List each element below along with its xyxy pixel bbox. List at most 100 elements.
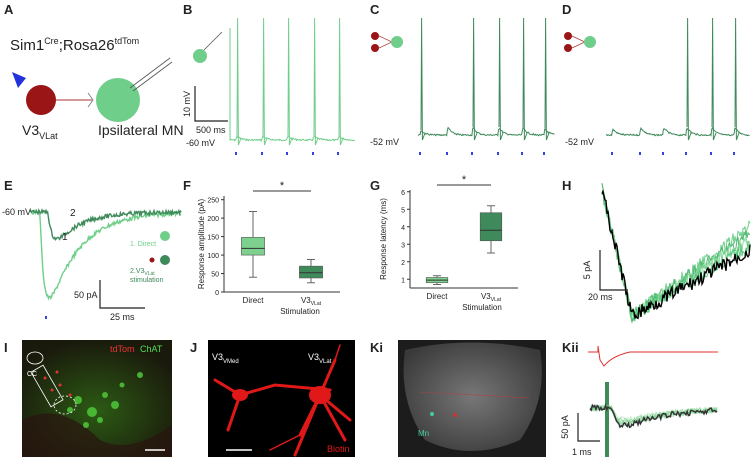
cell-text: V3 [212, 352, 223, 362]
scale-label: 5 pA [582, 261, 592, 280]
panel-letter: Kii [562, 340, 579, 355]
target-label: Ipsilateral MN [98, 122, 184, 138]
y-tick-label: 1 [401, 277, 405, 284]
region-label: CC [27, 371, 37, 378]
genotype-sup: Cre [44, 36, 59, 46]
micrograph-region [22, 413, 172, 457]
scale-label: 25 ms [110, 312, 135, 322]
box [299, 265, 323, 279]
category-sub: VLat [311, 301, 322, 307]
spike [420, 17, 426, 141]
spike [498, 17, 504, 141]
stim-marker [471, 152, 473, 155]
x-axis-label: Stimulation [280, 307, 320, 316]
stim-trace [588, 345, 718, 367]
stim-site [453, 413, 457, 417]
spike [472, 17, 478, 141]
spike [313, 17, 319, 146]
legend-item: 1. Direct [130, 241, 156, 248]
y-axis-label: Response latency (ms) [379, 198, 388, 280]
x-tick-label: V3VLat [301, 296, 322, 307]
stain-label: Biotin [327, 444, 350, 454]
spike [734, 17, 740, 141]
y-tick-label: 5 [401, 207, 405, 214]
stim-marker [286, 152, 288, 155]
soma [309, 386, 331, 404]
panel-letter: A [4, 2, 14, 17]
scale-bar [194, 86, 228, 122]
stim-marker [733, 152, 735, 155]
soma [232, 389, 248, 401]
significance: * [280, 180, 285, 192]
y-tick-label: 6 [401, 190, 405, 197]
v3-neuron [26, 85, 56, 115]
y-tick-label: 200 [207, 216, 219, 223]
spike [686, 17, 692, 141]
scale-label: 1 ms [572, 447, 592, 457]
panel-letter: E [4, 178, 13, 193]
trace [229, 135, 355, 142]
x-axis-label: Stimulation [462, 303, 502, 312]
light-stim [12, 72, 26, 88]
trace-label: 1 [62, 232, 68, 243]
category-sub: VLat [491, 297, 502, 303]
stim-marker [521, 152, 523, 155]
legend-item: stimulation [130, 277, 164, 284]
cell-icon [160, 255, 170, 265]
trace [589, 402, 718, 429]
stim-marker [446, 152, 448, 155]
legend-sub: VLat [144, 271, 155, 277]
stim-marker [337, 152, 339, 155]
cell-label: V3VLat [308, 352, 332, 365]
spike [522, 17, 528, 141]
box [241, 237, 265, 256]
spike [262, 17, 268, 146]
stim-marker [419, 152, 421, 155]
y-tick-label: 150 [207, 235, 219, 242]
y-tick-label: 3 [401, 242, 405, 249]
stim-marker [235, 152, 237, 155]
box [479, 212, 503, 242]
spike [287, 17, 293, 146]
region-label: Mn [418, 429, 429, 438]
y-tick-label: 4 [401, 225, 405, 232]
panel-letter: B [183, 2, 192, 17]
potential-label: -60 mV [186, 138, 215, 148]
genotype: Sim1Cre;Rosa26tdTom [10, 36, 139, 54]
legend-item: 2.V3VLat [130, 268, 155, 277]
stim-marker [611, 152, 613, 155]
trace [605, 126, 750, 137]
y-tick-label: 0 [215, 290, 219, 297]
y-tick-label: 50 [211, 272, 219, 279]
synapse [87, 92, 94, 108]
spike [711, 17, 717, 141]
roi-box [30, 364, 64, 408]
scale-label: 50 pA [74, 290, 98, 300]
x-tick-label: Direct [427, 292, 449, 301]
neuron-text: V3 [22, 122, 39, 138]
y-tick-label: 250 [207, 198, 219, 205]
stim-marker [543, 152, 545, 155]
cell-sub: VLat [319, 359, 332, 365]
panel-letter: Ki [370, 340, 383, 355]
scale-label: 50 pA [560, 415, 570, 439]
stain-label: tdTom [110, 344, 135, 354]
scale-bar [577, 413, 600, 442]
neuron-sub: VLat [39, 131, 58, 141]
panel-letter: J [190, 340, 197, 355]
spike [544, 17, 550, 141]
electrode [129, 57, 173, 92]
genotype-sup: tdTom [115, 36, 140, 46]
motoneuron [96, 78, 140, 122]
panel-letter: H [562, 178, 571, 193]
trace [601, 188, 751, 320]
stim-artifact [605, 382, 609, 457]
trace [417, 126, 555, 137]
genotype-text: ;Rosa26 [59, 37, 115, 54]
panel-letter: C [370, 2, 380, 17]
panel-letter: I [4, 340, 8, 355]
y-tick-label: 100 [207, 253, 219, 260]
category: Direct [427, 292, 449, 301]
scale-label: 10 mV [182, 91, 192, 117]
category: V3 [481, 292, 491, 301]
